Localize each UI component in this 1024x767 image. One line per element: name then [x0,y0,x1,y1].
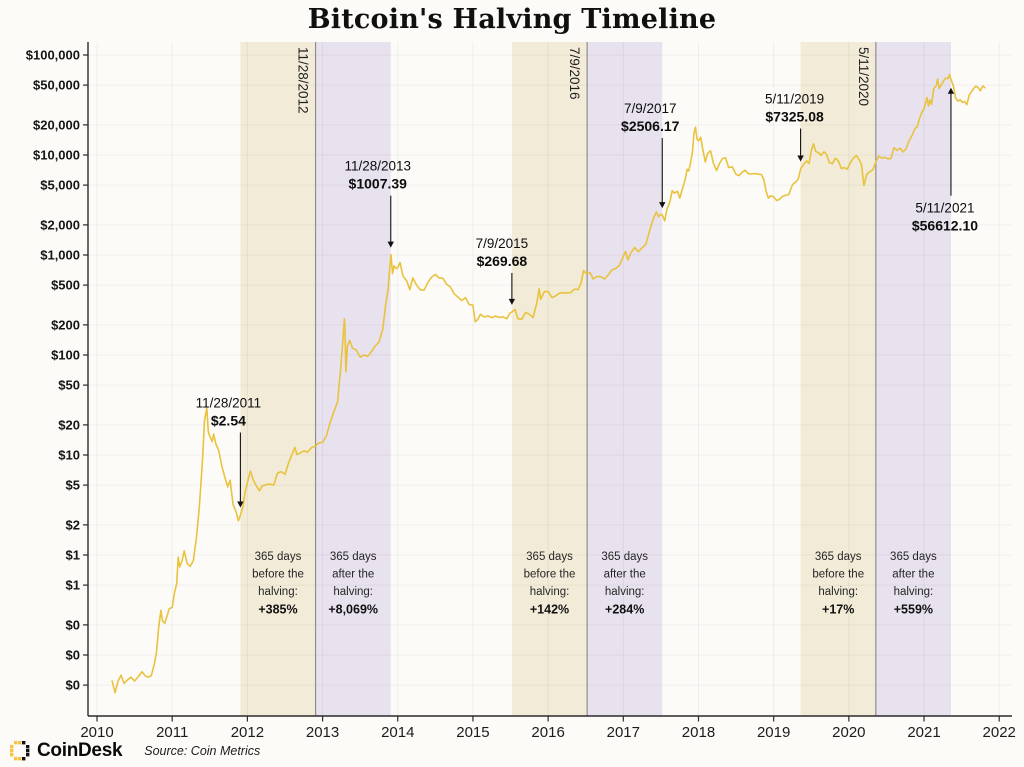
annotation-date: 7/9/2015 [476,236,529,251]
annotation-arrowhead [387,241,394,248]
chart-title: Bitcoin's Halving Timeline [307,4,717,35]
y-tick-label: $20 [58,417,80,432]
source-credit: Source: Coin Metrics [144,744,261,758]
band-label-line: 365 days [526,551,573,563]
annotation-date: 5/11/2019 [765,92,824,107]
annotation-arrowhead [237,501,244,508]
y-tick-label: $5,000 [40,178,80,193]
y-tick-label: $0 [66,678,80,693]
y-tick-label: $1,000 [40,248,80,263]
x-tick-label: 2020 [832,724,865,741]
y-tick-label: $0 [66,617,80,632]
annotation-date: 11/28/2013 [344,159,411,174]
band-label-line: after the [892,569,934,581]
band-after-halving-6 [875,42,951,716]
band-return-pct: +17% [822,603,854,617]
band-label-line: halving: [818,586,858,598]
band-label-line: 365 days [890,551,937,563]
band-before-halving-1 [240,42,316,716]
annotation-arrowhead [659,202,666,209]
band-label-line: before the [812,569,864,581]
band-label-line: before the [252,569,304,581]
y-tick-label: $1 [66,548,80,563]
x-tick-label: 2015 [456,724,489,741]
y-tick-label: $2 [66,517,80,532]
band-return-pct: +8,069% [328,603,378,617]
band-return-pct: +385% [258,603,297,617]
band-label-line: halving: [258,586,298,598]
band-label-line: before the [524,569,576,581]
x-tick-label: 2014 [381,724,414,741]
band-label-line: 365 days [255,551,302,563]
annotation-date: 11/28/2011 [196,396,262,411]
annotation-price: $2506.17 [621,118,680,134]
band-label-line: halving: [530,586,570,598]
band-before-halving-5 [800,42,876,716]
band-label-line: 365 days [815,551,862,563]
y-tick-label: $100 [51,348,80,363]
x-tick-label: 2010 [80,724,113,741]
halving-date-label: 11/28/2012 [296,47,311,114]
btc-price-line [111,73,986,694]
band-after-halving-4 [587,42,663,716]
y-tick-label: $0 [66,648,80,663]
halving-date-label: 7/9/2016 [567,47,582,100]
annotation-arrowhead [797,155,804,162]
y-tick-label: $50 [58,378,80,393]
y-tick-label: $500 [51,278,80,293]
coindesk-logo-icon [10,741,30,761]
band-after-halving-2 [315,42,391,716]
band-return-pct: +559% [894,603,933,617]
band-label-line: halving: [894,586,934,598]
band-return-pct: +142% [530,603,569,617]
annotation-price: $1007.39 [349,176,408,192]
x-tick-label: 2013 [306,724,339,741]
annotation-price: $269.68 [477,253,528,269]
band-label-line: 365 days [601,551,648,563]
annotation-price: $2.54 [211,413,246,429]
x-tick-label: 2021 [907,724,940,741]
x-tick-label: 2022 [983,724,1016,741]
band-label-line: after the [332,569,374,581]
x-tick-label: 2017 [607,724,640,741]
brand-name: CoinDesk [37,740,123,761]
annotation-price: $56612.10 [912,218,978,234]
band-label-line: halving: [605,586,645,598]
band-label-line: 365 days [330,551,377,563]
band-before-halving-3 [511,42,588,716]
halving-date-label: 5/11/2020 [856,47,871,106]
band-return-pct: +284% [605,603,644,617]
y-tick-label: $10 [58,448,80,463]
y-tick-label: $100,000 [26,48,80,63]
annotation-date: 7/9/2017 [624,101,677,116]
y-tick-label: $200 [51,317,80,332]
annotation-arrowhead [947,87,955,94]
y-tick-label: $50,000 [33,78,80,93]
y-tick-label: $20,000 [33,117,80,132]
x-tick-label: 2019 [757,724,790,741]
y-tick-label: $2,000 [40,217,80,232]
y-tick-label: $5 [66,478,80,493]
footer: CoinDesk Source: Coin Metrics [10,740,260,762]
x-tick-label: 2016 [531,724,564,741]
x-tick-label: 2012 [231,724,264,741]
annotation-arrowhead [508,298,516,305]
band-label-line: after the [604,569,646,581]
coindesk-logo: CoinDesk [10,740,123,762]
annotation-price: $7325.08 [765,109,824,125]
band-label-line: halving: [333,586,373,598]
annotation-date: 5/11/2021 [915,201,974,216]
x-tick-label: 2011 [156,724,188,741]
x-tick-label: 2018 [682,724,715,741]
y-tick-label: $1 [66,578,80,593]
y-tick-label: $10,000 [33,148,80,163]
